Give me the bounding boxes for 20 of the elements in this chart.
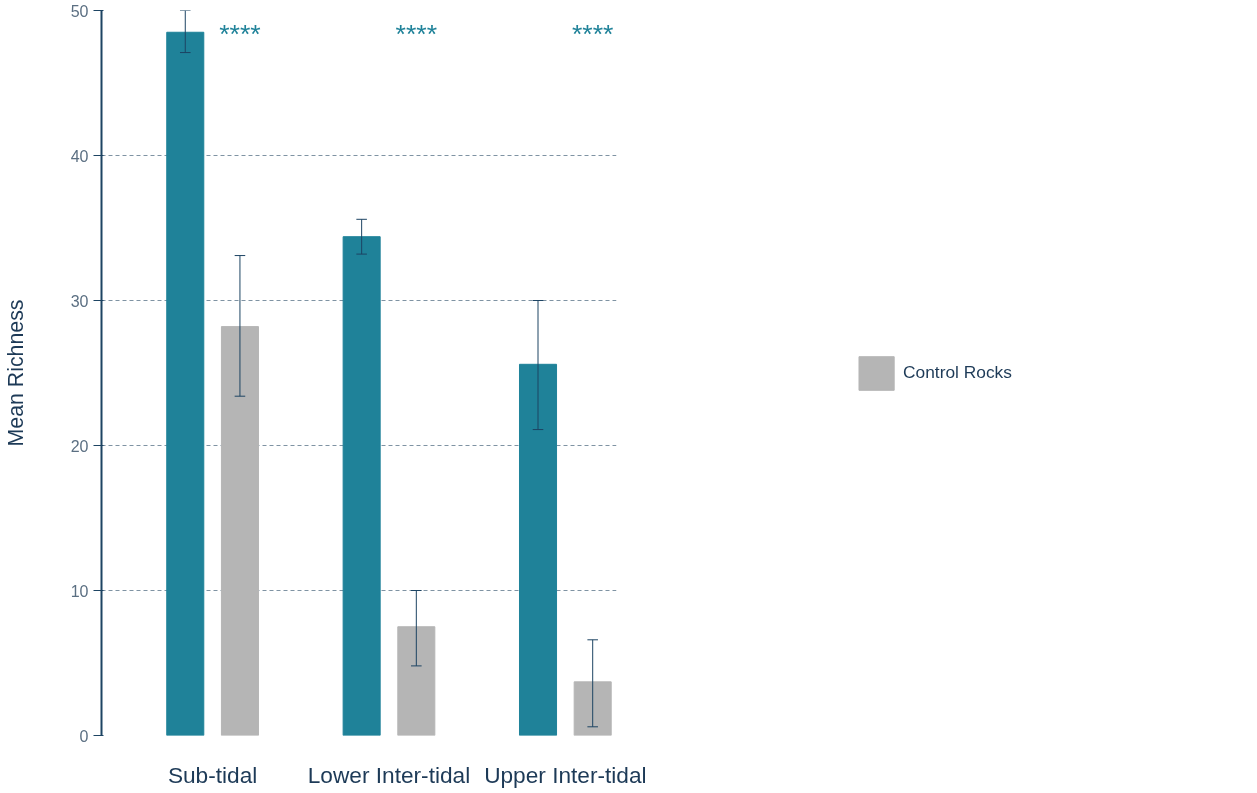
annotation: ****	[395, 19, 438, 50]
y-tick-label: 30	[70, 292, 89, 310]
y-tick-label: 20	[70, 437, 89, 455]
annotation: ****	[219, 19, 261, 50]
y-tick-label: 50	[70, 2, 89, 20]
x-tick-label: Lower Inter-tidal	[307, 761, 471, 788]
annotation: ****	[571, 19, 614, 50]
bar	[519, 363, 558, 736]
x-tick-label: Upper Inter-tidal	[484, 761, 647, 788]
x-tick-label: Sub-tidal	[167, 761, 258, 788]
bar	[166, 31, 205, 736]
y-tick-label: 0	[79, 727, 89, 745]
bar	[573, 681, 612, 736]
y-tick-label: 10	[70, 582, 89, 600]
bar	[342, 236, 381, 736]
legend-label: Control Rocks	[903, 362, 1012, 383]
y-tick-label: 40	[70, 147, 89, 165]
bar	[397, 626, 436, 736]
bar	[220, 326, 259, 736]
y-axis-title: Mean Richness	[3, 299, 28, 447]
